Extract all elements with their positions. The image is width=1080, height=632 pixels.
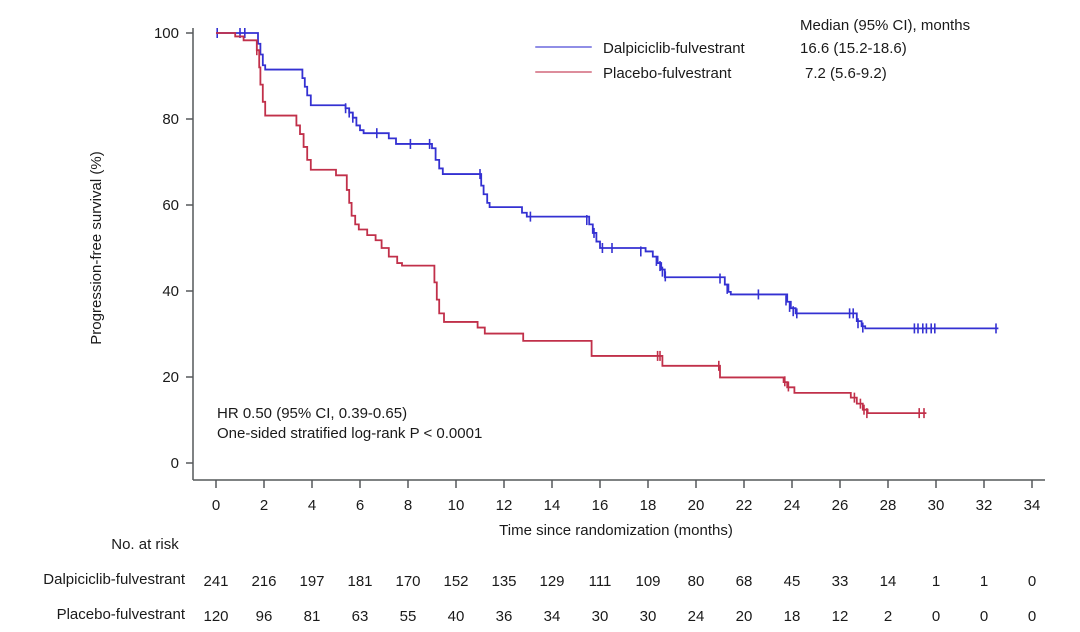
- at-risk-count: 0: [1028, 608, 1036, 625]
- at-risk-count: 216: [251, 573, 276, 590]
- km-curve-placebo: [216, 32, 927, 415]
- x-tick-label: 16: [592, 497, 609, 514]
- x-tick-label: 34: [1024, 497, 1041, 514]
- x-tick-label: 24: [784, 497, 801, 514]
- legend-line-dalpiciclib: [535, 46, 592, 48]
- at-risk-count: 30: [640, 608, 657, 625]
- at-risk-count: 18: [784, 608, 801, 625]
- y-tick-label: 0: [171, 455, 179, 472]
- at-risk-count: 34: [544, 608, 561, 625]
- x-tick-label: 26: [832, 497, 849, 514]
- y-tick-label: 40: [162, 283, 179, 300]
- at-risk-row-label-placebo: Placebo-fulvestrant: [56, 606, 185, 623]
- at-risk-count: 135: [491, 573, 516, 590]
- km-curve-dalpiciclib: [216, 32, 999, 330]
- x-tick-label: 12: [496, 497, 513, 514]
- median-value-placebo: 7.2 (5.6-9.2): [805, 65, 887, 82]
- x-tick-label: 0: [212, 497, 220, 514]
- x-tick-label: 14: [544, 497, 561, 514]
- at-risk-count: 197: [299, 573, 324, 590]
- at-risk-count: 36: [496, 608, 513, 625]
- at-risk-count: 68: [736, 573, 753, 590]
- legend-line-placebo: [535, 71, 592, 73]
- x-tick-label: 10: [448, 497, 465, 514]
- at-risk-row-label-dalpiciclib: Dalpiciclib-fulvestrant: [43, 571, 185, 588]
- at-risk-count: 20: [736, 608, 753, 625]
- at-risk-count: 81: [304, 608, 321, 625]
- at-risk-count: 120: [203, 608, 228, 625]
- x-tick-label: 22: [736, 497, 753, 514]
- at-risk-count: 1: [980, 573, 988, 590]
- y-axis-label: Progression-free survival (%): [88, 151, 105, 345]
- at-risk-count: 111: [589, 573, 612, 590]
- at-risk-count: 33: [832, 573, 849, 590]
- x-axis-label: Time since randomization (months): [499, 522, 733, 539]
- x-tick-label: 20: [688, 497, 705, 514]
- at-risk-count: 241: [203, 573, 228, 590]
- y-tick-label: 60: [162, 197, 179, 214]
- at-risk-count: 0: [932, 608, 940, 625]
- x-tick-label: 4: [308, 497, 316, 514]
- at-risk-count: 14: [880, 573, 897, 590]
- at-risk-count: 40: [448, 608, 465, 625]
- median-value-dalpiciclib: 16.6 (15.2-18.6): [800, 40, 907, 57]
- legend-label-placebo: Placebo-fulvestrant: [603, 65, 732, 82]
- at-risk-count: 109: [635, 573, 660, 590]
- at-risk-count: 80: [688, 573, 705, 590]
- y-tick-label: 80: [162, 111, 179, 128]
- at-risk-count: 55: [400, 608, 417, 625]
- median-column-header: Median (95% CI), months: [800, 17, 971, 34]
- x-tick-label: 6: [356, 497, 364, 514]
- x-tick-label: 8: [404, 497, 412, 514]
- at-risk-count: 0: [1028, 573, 1036, 590]
- at-risk-count: 12: [832, 608, 849, 625]
- x-tick-label: 30: [928, 497, 945, 514]
- axes: [192, 28, 1045, 481]
- hr-annotation: HR 0.50 (95% CI, 0.39-0.65): [217, 405, 408, 422]
- x-tick-label: 28: [880, 497, 897, 514]
- at-risk-count: 96: [256, 608, 273, 625]
- at-risk-count: 181: [347, 573, 372, 590]
- at-risk-count: 24: [688, 608, 705, 625]
- at-risk-count: 129: [539, 573, 564, 590]
- x-tick-label: 18: [640, 497, 657, 514]
- at-risk-count: 0: [980, 608, 988, 625]
- legend-label-dalpiciclib: Dalpiciclib-fulvestrant: [603, 40, 745, 57]
- at-risk-count: 1: [932, 573, 940, 590]
- y-tick-label: 20: [162, 369, 179, 386]
- at-risk-count: 152: [443, 573, 468, 590]
- logrank-annotation: One-sided stratified log-rank P < 0.0001: [217, 425, 483, 442]
- x-tick-label: 2: [260, 497, 268, 514]
- at-risk-count: 63: [352, 608, 369, 625]
- at-risk-count: 170: [395, 573, 420, 590]
- at-risk-count: 2: [884, 608, 892, 625]
- x-tick-label: 32: [976, 497, 993, 514]
- at-risk-count: 30: [592, 608, 609, 625]
- at-risk-header: No. at risk: [111, 536, 179, 553]
- at-risk-count: 45: [784, 573, 801, 590]
- y-tick-label: 100: [154, 25, 179, 42]
